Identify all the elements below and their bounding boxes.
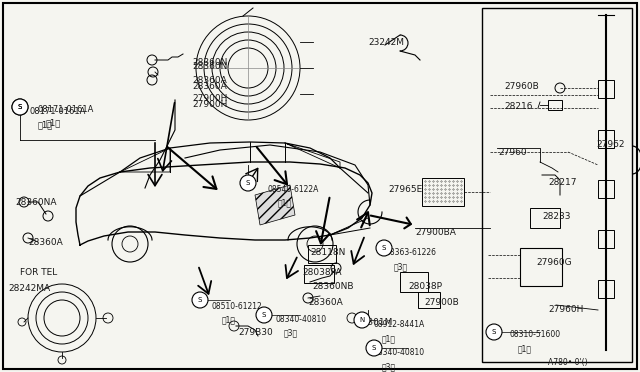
Text: 28360NA: 28360NA <box>15 198 56 207</box>
Text: 28360A: 28360A <box>192 82 227 91</box>
Text: S: S <box>372 345 376 351</box>
Text: 08310-51600: 08310-51600 <box>510 330 561 339</box>
Text: （1）: （1） <box>46 118 61 127</box>
Text: （3）: （3） <box>382 362 396 371</box>
Circle shape <box>240 175 256 191</box>
Text: 28217: 28217 <box>548 178 577 187</box>
Text: S: S <box>492 329 496 335</box>
Text: S: S <box>246 180 250 186</box>
Text: 27900BA: 27900BA <box>415 228 456 237</box>
Text: 28118N: 28118N <box>310 248 346 257</box>
Text: 28360N: 28360N <box>192 58 227 67</box>
Text: 27960G: 27960G <box>536 258 572 267</box>
Text: 08340-40810: 08340-40810 <box>276 315 327 324</box>
Text: S: S <box>198 297 202 303</box>
Text: 27900B: 27900B <box>424 298 459 307</box>
Text: （3）: （3） <box>284 328 298 337</box>
Text: N: N <box>360 317 365 323</box>
Text: 28038PA: 28038PA <box>302 268 342 277</box>
Text: 28216: 28216 <box>504 102 532 111</box>
Text: S: S <box>18 104 22 110</box>
Text: 28233: 28233 <box>542 212 570 221</box>
Text: （1）: （1） <box>382 334 396 343</box>
Circle shape <box>366 340 382 356</box>
Text: 27900H: 27900H <box>192 100 227 109</box>
Text: 28360A: 28360A <box>308 298 343 307</box>
Bar <box>422 178 464 206</box>
Bar <box>520 248 562 286</box>
Bar <box>598 180 614 198</box>
Text: （3）: （3） <box>394 262 408 271</box>
Text: 27965E: 27965E <box>388 185 422 194</box>
Bar <box>530 208 560 228</box>
Bar <box>308 245 336 263</box>
Text: 08363-61226: 08363-61226 <box>386 248 437 257</box>
Text: 28360A: 28360A <box>28 238 63 247</box>
Text: 08171-0161A: 08171-0161A <box>38 105 94 114</box>
Text: FOR TEL: FOR TEL <box>20 268 57 277</box>
Text: 08510-61212: 08510-61212 <box>212 302 263 311</box>
Text: 08912-8441A: 08912-8441A <box>374 320 425 329</box>
Text: 28360A: 28360A <box>192 76 227 85</box>
Circle shape <box>256 307 272 323</box>
Text: 28360N: 28360N <box>192 62 227 71</box>
Text: 23242M: 23242M <box>368 38 404 47</box>
Bar <box>598 230 614 248</box>
Text: S: S <box>382 245 386 251</box>
Polygon shape <box>255 185 295 225</box>
Text: 27900H: 27900H <box>192 94 227 103</box>
Text: （1）: （1） <box>38 120 53 129</box>
Text: 27962: 27962 <box>596 140 625 149</box>
Text: A780• 0'(): A780• 0'() <box>548 358 588 367</box>
Text: （1）: （1） <box>222 315 236 324</box>
Text: 27960B: 27960B <box>504 82 539 91</box>
Bar <box>598 80 614 98</box>
Text: 27960H: 27960H <box>548 305 584 314</box>
Text: 28038P: 28038P <box>408 282 442 291</box>
Text: S: S <box>262 312 266 318</box>
Circle shape <box>192 292 208 308</box>
Text: 28360NB: 28360NB <box>312 282 353 291</box>
Text: 27960: 27960 <box>498 148 527 157</box>
Bar <box>598 280 614 298</box>
Bar <box>304 265 334 283</box>
Text: S: S <box>18 104 22 110</box>
Circle shape <box>486 324 502 340</box>
Text: （1）: （1） <box>278 198 292 207</box>
Text: 279B30: 279B30 <box>238 328 273 337</box>
Circle shape <box>12 99 28 115</box>
Bar <box>400 272 428 292</box>
Bar <box>418 292 440 308</box>
Text: 08540-6122A: 08540-6122A <box>268 185 319 194</box>
Bar <box>482 8 632 362</box>
Text: 08340-40810: 08340-40810 <box>374 348 425 357</box>
Circle shape <box>354 312 370 328</box>
Text: （1）: （1） <box>518 344 532 353</box>
Circle shape <box>376 240 392 256</box>
Circle shape <box>12 99 28 115</box>
Bar <box>598 130 614 148</box>
Text: 08171-0161A: 08171-0161A <box>30 107 86 116</box>
Text: 29301M: 29301M <box>356 318 392 327</box>
Text: 28242MA: 28242MA <box>8 284 50 293</box>
Bar <box>548 100 562 110</box>
